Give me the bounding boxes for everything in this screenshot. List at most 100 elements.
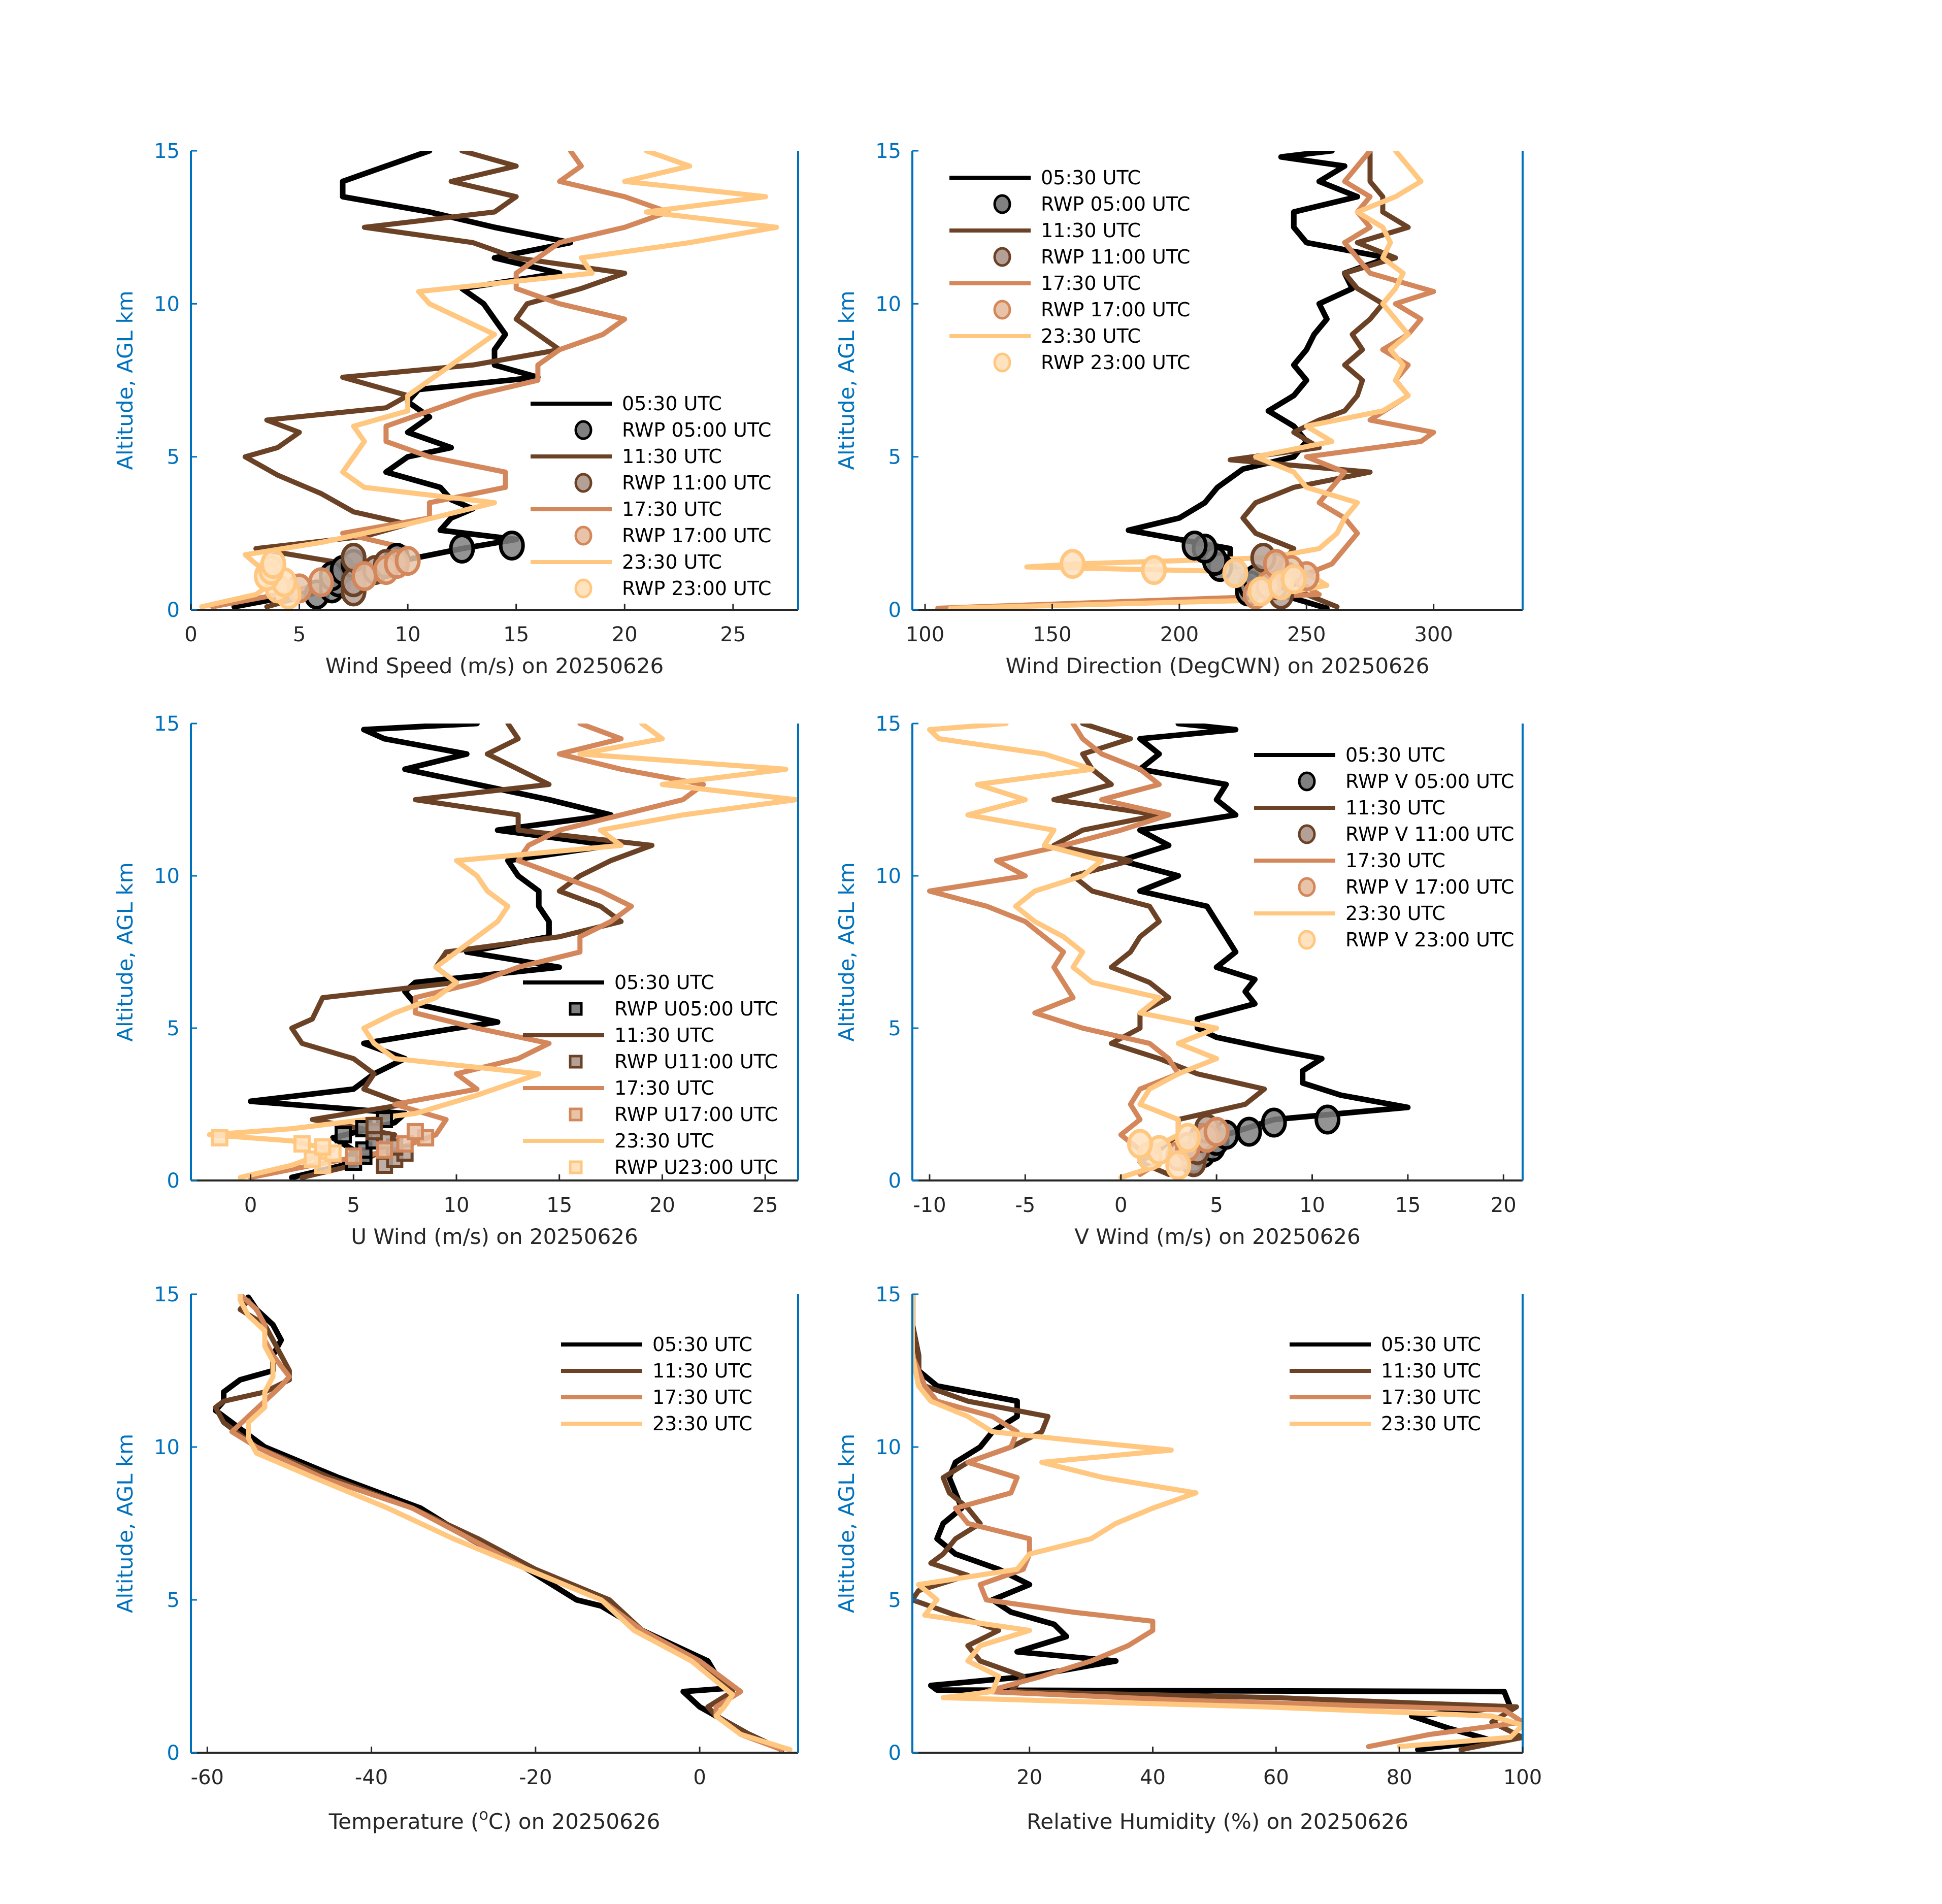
y-tick-label: 0	[888, 599, 901, 622]
x-tick-label: 100	[906, 623, 944, 646]
x-tick-label: -60	[191, 1766, 224, 1789]
panel-relative-humidity: 20 40 60 80 100 0 5 10 15 Relative Humidity (%) o…	[834, 1283, 1542, 1834]
rwp-marker	[1060, 549, 1086, 579]
x-tick-label: 25	[720, 623, 746, 646]
y-tick-label: 15	[875, 140, 901, 163]
legend-entry: RWP 05:00 UTC	[1041, 193, 1190, 215]
series-line-05-30-utc	[248, 724, 614, 1180]
y-tick-label: 10	[154, 1436, 180, 1459]
legend-marker-icon	[1298, 824, 1316, 844]
y-tick-label: 10	[154, 292, 180, 316]
x-axis-label: V Wind (m/s) on 20250626	[1074, 1224, 1361, 1249]
rwp-marker	[293, 1135, 311, 1153]
x-tick-label: 20	[1016, 1766, 1042, 1789]
y-tick-label: 10	[154, 865, 180, 888]
panel-wind-speed: 0 5 10 15 20 25 0 5 10 15 Wind Speed (m/s) on 2025…	[113, 140, 799, 678]
legend-entry: 11:30 UTC	[1041, 219, 1141, 242]
legend: 05:30 UTC RWP U05:00 UTC 11:30 UTC RWP U11:…	[523, 971, 778, 1178]
legend-entry: RWP 17:00 UTC	[1041, 299, 1190, 321]
series-line-23-30-utc	[238, 1294, 793, 1752]
x-tick-label: 40	[1140, 1766, 1166, 1789]
series-line-05-30-utc	[1118, 724, 1411, 1168]
rwp-marker	[1236, 1117, 1262, 1147]
legend-marker-icon	[993, 194, 1011, 214]
legend-entry: 11:30 UTC	[614, 1024, 714, 1046]
plot-area	[213, 1294, 793, 1753]
series-line-23-30-utc	[948, 151, 1424, 610]
y-axis-label: Altitude, AGL km	[834, 862, 859, 1041]
rwp-marker	[406, 1123, 424, 1140]
y-tick-label: 0	[167, 599, 180, 622]
legend-marker-icon	[574, 473, 593, 493]
x-tick-label: -10	[913, 1194, 946, 1217]
legend-entry: 23:30 UTC	[1345, 902, 1445, 925]
legend-marker-icon	[1298, 877, 1316, 897]
y-tick-label: 5	[888, 1589, 901, 1612]
x-tick-label: 25	[752, 1194, 778, 1217]
legend-entry: 11:30 UTC	[622, 445, 722, 468]
rwp-marker	[376, 1141, 393, 1159]
rwp-marker	[345, 1147, 363, 1165]
legend-entry: RWP U23:00 UTC	[614, 1156, 778, 1178]
legend-entry: 05:30 UTC	[652, 1333, 752, 1356]
rwp-marker	[314, 1138, 332, 1156]
x-tick-label: -40	[355, 1766, 388, 1789]
plot-area	[927, 724, 1411, 1180]
legend-entry: 17:30 UTC	[622, 498, 722, 520]
y-tick-label: 15	[154, 140, 180, 163]
y-tick-label: 0	[888, 1742, 901, 1765]
x-tick-label: -20	[519, 1766, 552, 1789]
x-tick-label: 250	[1287, 623, 1326, 646]
x-tick-label: 200	[1160, 623, 1199, 646]
series-line-11-30-utc	[1228, 151, 1411, 609]
x-tick-label: 20	[1491, 1194, 1517, 1217]
legend-entry: 17:30 UTC	[1381, 1386, 1481, 1408]
rwp-marker	[499, 530, 525, 561]
x-tick-label: 0	[244, 1194, 257, 1217]
y-tick-label: 5	[167, 1589, 180, 1612]
y-tick-label: 15	[875, 1283, 901, 1306]
x-axis-label: Wind Speed (m/s) on 20250626	[325, 653, 664, 678]
rwp-marker	[1127, 1129, 1153, 1159]
x-tick-label: 10	[1299, 1194, 1325, 1217]
series-line-05-30-utc	[912, 1294, 1513, 1753]
y-tick-label: 10	[875, 865, 901, 888]
plot-area	[935, 151, 1436, 610]
legend-entry: 23:30 UTC	[1041, 325, 1141, 347]
legend-entry: RWP V 17:00 UTC	[1345, 876, 1514, 898]
rwp-marker	[394, 546, 421, 576]
legend-entry: 23:30 UTC	[622, 551, 722, 573]
x-tick-label: 15	[546, 1194, 572, 1217]
y-tick-label: 15	[154, 1283, 180, 1306]
rwp-marker	[1222, 558, 1248, 588]
legend: 05:30 UTC RWP 05:00 UTC 11:30 UTC RWP 11:00…	[949, 167, 1190, 374]
y-tick-label: 5	[167, 446, 180, 469]
y-tick-label: 15	[154, 712, 180, 736]
series-line-17-30-utc	[248, 724, 706, 1180]
y-tick-label: 10	[875, 292, 901, 316]
legend: 05:30 UTC 11:30 UTC 17:30 UTC 23:30 UTC	[1290, 1333, 1481, 1435]
legend-marker-icon	[1298, 771, 1316, 792]
x-tick-label: 20	[612, 623, 638, 646]
x-tick-label: 0	[184, 623, 197, 646]
legend-entry: 05:30 UTC	[1345, 744, 1445, 766]
legend-entry: 05:30 UTC	[1381, 1333, 1481, 1356]
legend-entry: RWP V 11:00 UTC	[1345, 823, 1514, 845]
series-line-05-30-utc	[1126, 151, 1391, 610]
rwp-marker	[1203, 1117, 1230, 1147]
series-line-23-30-utc	[927, 724, 1220, 1180]
legend-entry: RWP 05:00 UTC	[622, 419, 771, 441]
x-tick-label: 100	[1503, 1766, 1542, 1789]
rwp-marker	[1181, 530, 1208, 561]
y-tick-label: 0	[167, 1742, 180, 1765]
x-tick-label: 10	[444, 1194, 470, 1217]
legend-entry: 17:30 UTC	[652, 1386, 752, 1408]
plot-area	[207, 724, 798, 1180]
legend-marker-icon	[569, 1055, 583, 1069]
rwp-marker	[308, 567, 334, 598]
rwp-marker	[365, 1117, 383, 1134]
y-tick-label: 5	[167, 1017, 180, 1040]
panel-wind-direction: 100 150 200 250 300 0 5 10 15 Wind Direction (Deg…	[834, 140, 1524, 678]
series-line-23-30-utc	[912, 1294, 1523, 1749]
series-line-17-30-utc	[927, 724, 1181, 1177]
